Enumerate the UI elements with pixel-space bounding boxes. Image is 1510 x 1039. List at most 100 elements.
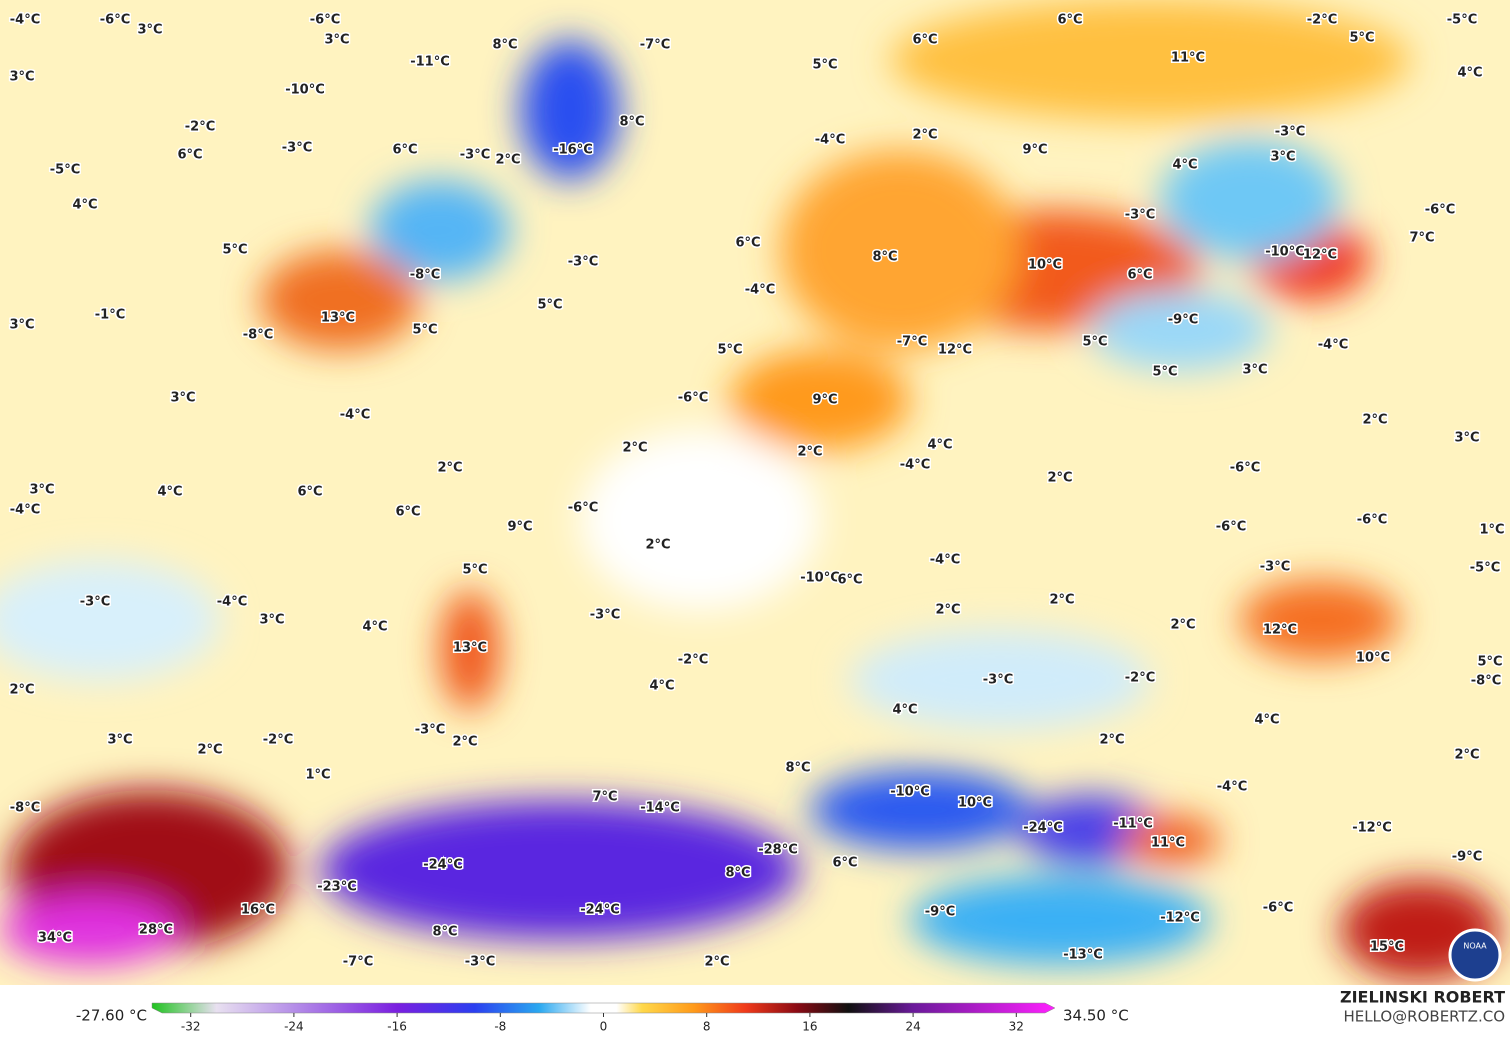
temperature-label: 28°C: [139, 923, 173, 938]
temperature-label: -8°C: [10, 801, 40, 816]
temperature-label: -3°C: [983, 673, 1013, 688]
temperature-label: -1°C: [95, 308, 125, 323]
temperature-label: 6°C: [832, 856, 857, 871]
temperature-label: 6°C: [395, 505, 420, 520]
temperature-label: -9°C: [1452, 850, 1482, 865]
credit-name: ZIELINSKI ROBERT: [1340, 988, 1505, 1007]
temperature-label: -10°C: [285, 83, 325, 98]
temperature-label: 4°C: [157, 485, 182, 500]
temperature-label: 12°C: [1263, 623, 1297, 638]
temperature-label: -2°C: [1125, 671, 1155, 686]
temperature-label: 12°C: [938, 343, 972, 358]
temperature-label: -6°C: [100, 13, 130, 28]
temperature-label: 2°C: [1362, 413, 1387, 428]
colorbar-tick-label: 16: [802, 1020, 817, 1034]
temperature-label: -5°C: [1470, 561, 1500, 576]
temperature-label: -10°C: [800, 571, 840, 586]
temperature-label: -4°C: [10, 503, 40, 518]
temperature-label: 2°C: [9, 683, 34, 698]
temperature-label: 4°C: [892, 703, 917, 718]
temperature-label: 2°C: [704, 955, 729, 970]
temperature-label: -2°C: [1307, 13, 1337, 28]
temperature-label: 2°C: [495, 153, 520, 168]
temperature-label: 2°C: [1049, 593, 1074, 608]
temperature-label: -5°C: [1447, 13, 1477, 28]
map-labels: -4°C -6°C 3°C -6°C 3°C 8°C -7°C 6°C 6°C -2°C 5°C -5…: [8, 11, 1506, 971]
temperature-label: 3°C: [170, 391, 195, 406]
temperature-label: 8°C: [492, 38, 517, 53]
temperature-label: -28°C: [758, 843, 798, 858]
temperature-label: 4°C: [1457, 66, 1482, 81]
temperature-label: 3°C: [1270, 150, 1295, 165]
temperature-label: -6°C: [1263, 901, 1293, 916]
temperature-label: -3°C: [1125, 208, 1155, 223]
temperature-label: -4°C: [1318, 338, 1348, 353]
temperature-label: -3°C: [80, 595, 110, 610]
credit-email: HELLO@ROBERTZ.CO: [1343, 1008, 1505, 1026]
noaa-logo: NOAA: [1448, 928, 1502, 982]
temperature-label: -12°C: [1160, 911, 1200, 926]
temperature-label: 6°C: [1127, 268, 1152, 283]
temperature-label: -12°C: [1352, 821, 1392, 836]
temperature-label: 11°C: [1151, 836, 1185, 851]
temperature-label: 6°C: [392, 143, 417, 158]
temperature-label: 5°C: [412, 323, 437, 338]
temperature-label: 8°C: [872, 250, 897, 265]
temperature-label: 16°C: [241, 903, 275, 918]
temperature-label: 5°C: [537, 298, 562, 313]
temperature-label: 1°C: [1479, 523, 1504, 538]
temperature-label: -4°C: [745, 283, 775, 298]
temperature-label: 2°C: [452, 735, 477, 750]
temperature-label: -4°C: [217, 595, 247, 610]
temperature-label: 3°C: [9, 70, 34, 85]
temperature-label: 2°C: [935, 603, 960, 618]
temperature-label: 15°C: [1370, 940, 1404, 955]
temperature-label: 3°C: [324, 33, 349, 48]
temperature-label: 8°C: [432, 925, 457, 940]
temperature-label: -7°C: [897, 335, 927, 350]
temperature-label: 8°C: [725, 866, 750, 881]
temperature-label: 2°C: [1047, 471, 1072, 486]
temperature-label: -11°C: [1113, 817, 1153, 832]
temperature-label: 4°C: [1172, 158, 1197, 173]
temperature-label: -24°C: [580, 903, 620, 918]
colorbar-max-label: 34.50 °C: [1063, 1007, 1129, 1025]
temperature-label: 4°C: [649, 679, 674, 694]
temperature-label: -23°C: [317, 880, 357, 895]
temperature-label: -4°C: [815, 133, 845, 148]
temperature-label: -9°C: [1168, 313, 1198, 328]
temperature-label: -3°C: [590, 608, 620, 623]
temperature-label: -2°C: [678, 653, 708, 668]
colorbar-tick-label: 32: [1009, 1020, 1024, 1034]
temperature-label: -6°C: [1357, 513, 1387, 528]
temperature-label: 2°C: [622, 441, 647, 456]
temperature-label: -4°C: [10, 13, 40, 28]
temperature-label: 5°C: [222, 243, 247, 258]
temperature-label: 5°C: [462, 563, 487, 578]
temperature-label: -3°C: [568, 255, 598, 270]
temperature-label: -24°C: [1023, 821, 1063, 836]
temperature-label: -6°C: [568, 501, 598, 516]
temperature-label: 6°C: [1057, 13, 1082, 28]
colorbar-tick-label: -32: [181, 1020, 201, 1034]
logo-text: NOAA: [1463, 942, 1487, 951]
temperature-label: 6°C: [297, 485, 322, 500]
temperature-label: -6°C: [1230, 461, 1260, 476]
temperature-label: 2°C: [1454, 748, 1479, 763]
temperature-label: 8°C: [619, 115, 644, 130]
temperature-label: -7°C: [343, 955, 373, 970]
temperature-label: -7°C: [640, 38, 670, 53]
temperature-label: 4°C: [362, 620, 387, 635]
temperature-label: 4°C: [1254, 713, 1279, 728]
map: [0, 0, 1510, 985]
temperature-label: -8°C: [410, 268, 440, 283]
temperature-label: 3°C: [1242, 363, 1267, 378]
temperature-label: -10°C: [890, 785, 930, 800]
temperature-label: -8°C: [1471, 674, 1501, 689]
temperature-label: 5°C: [1477, 655, 1502, 670]
temperature-label: -16°C: [553, 143, 593, 158]
temperature-label: 5°C: [1349, 31, 1374, 46]
temperature-label: 2°C: [797, 445, 822, 460]
colorbar-tick-label: 0: [600, 1020, 608, 1034]
colorbar-tick-label: -16: [387, 1020, 407, 1034]
